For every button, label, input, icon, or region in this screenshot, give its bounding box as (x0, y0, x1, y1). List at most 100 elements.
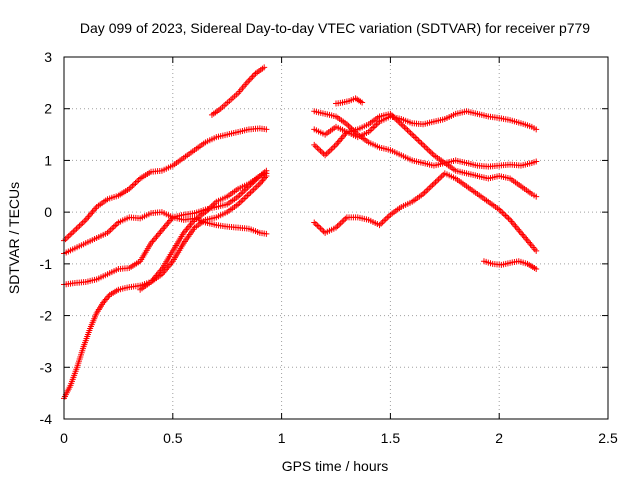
data-point (396, 119, 403, 126)
data-point (73, 225, 80, 232)
data-point (205, 206, 212, 213)
data-point (263, 170, 270, 177)
x-tick-label: 2.5 (598, 430, 618, 446)
data-point (368, 126, 375, 133)
chart-title: Day 099 of 2023, Sidereal Day-to-day VTE… (80, 20, 590, 36)
data-point (385, 213, 392, 220)
data-point (409, 131, 416, 138)
x-tick-label: 1 (278, 430, 286, 446)
x-tick-label: 1.5 (381, 430, 401, 446)
data-point (325, 149, 332, 156)
x-axis-label: GPS time / hours (282, 458, 389, 474)
data-point (322, 152, 329, 159)
data-point (238, 190, 245, 197)
data-point (246, 76, 253, 83)
data-point (236, 192, 243, 199)
data-point (426, 185, 433, 192)
data-point (412, 134, 419, 141)
data-point (345, 122, 352, 129)
data-point (64, 234, 71, 241)
y-tick-label: -1 (40, 256, 53, 272)
data-point (70, 228, 77, 235)
data-point (533, 158, 540, 165)
data-point (500, 210, 507, 217)
data-point (406, 128, 413, 135)
data-point (432, 179, 439, 186)
data-point (249, 188, 256, 195)
data-point (68, 230, 75, 237)
series-arc-12 (333, 95, 366, 107)
data-point (346, 124, 353, 131)
data-point (109, 225, 116, 232)
data-point (255, 182, 262, 189)
data-point (315, 223, 322, 230)
data-point (399, 122, 406, 129)
data-point (244, 192, 251, 199)
data-point (418, 140, 425, 147)
data-point (110, 223, 117, 230)
data-point (336, 221, 343, 228)
data-point (250, 186, 257, 193)
data-point (78, 221, 85, 228)
data-point (502, 212, 509, 219)
data-point (249, 73, 256, 80)
data-point (533, 126, 540, 133)
data-point (245, 78, 252, 85)
y-tick-label: -4 (40, 411, 53, 427)
y-tick-label: -2 (40, 308, 53, 324)
data-point (329, 144, 336, 151)
data-point (499, 209, 506, 216)
data-point (379, 219, 386, 226)
series-arc-5 (137, 170, 270, 293)
data-point (130, 181, 137, 188)
data-point (312, 220, 319, 227)
data-point (112, 222, 119, 229)
data-point (424, 146, 431, 153)
data-point (340, 217, 347, 224)
data-point (328, 146, 335, 153)
data-point (71, 227, 78, 234)
data-point (314, 144, 321, 151)
series-arc-10 (311, 170, 540, 254)
data-point (251, 72, 258, 79)
data-point (505, 215, 512, 222)
data-point (438, 173, 445, 180)
data-point (311, 219, 318, 226)
data-point (427, 183, 434, 190)
data-point (533, 247, 540, 254)
data-point (256, 180, 263, 187)
data-point (503, 213, 510, 220)
data-point (65, 233, 72, 240)
data-point (248, 75, 255, 82)
data-point (311, 141, 318, 148)
x-tick-label: 0 (60, 430, 68, 446)
data-point (323, 150, 330, 157)
data-point (315, 146, 322, 153)
data-point (381, 217, 388, 224)
series-arc-11 (480, 258, 540, 273)
data-point (404, 127, 411, 134)
data-point (384, 214, 391, 221)
data-point (79, 219, 86, 226)
data-point (382, 216, 389, 223)
data-point (435, 176, 442, 183)
data-point (238, 198, 245, 205)
data-point (370, 124, 377, 131)
data-point (239, 196, 246, 203)
x-tick-label: 2 (495, 430, 503, 446)
data-point (423, 144, 430, 151)
y-tick-label: 3 (44, 49, 52, 65)
data-point (67, 231, 74, 238)
data-point (331, 143, 338, 150)
data-point (134, 178, 141, 185)
data-point (312, 143, 319, 150)
data-point (430, 180, 437, 187)
data-point (259, 177, 266, 184)
data-point (429, 150, 436, 157)
data-point (415, 137, 422, 144)
data-point (326, 147, 333, 154)
data-point (62, 236, 69, 243)
data-point (258, 179, 265, 186)
data-point (104, 294, 111, 301)
